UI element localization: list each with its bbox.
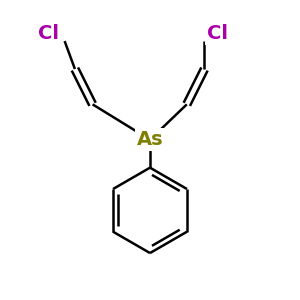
Text: Cl: Cl — [38, 24, 59, 43]
Text: As: As — [137, 130, 163, 149]
Text: Cl: Cl — [38, 24, 59, 43]
Text: Cl: Cl — [207, 24, 228, 43]
Text: Cl: Cl — [207, 24, 228, 43]
Text: As: As — [137, 130, 163, 149]
